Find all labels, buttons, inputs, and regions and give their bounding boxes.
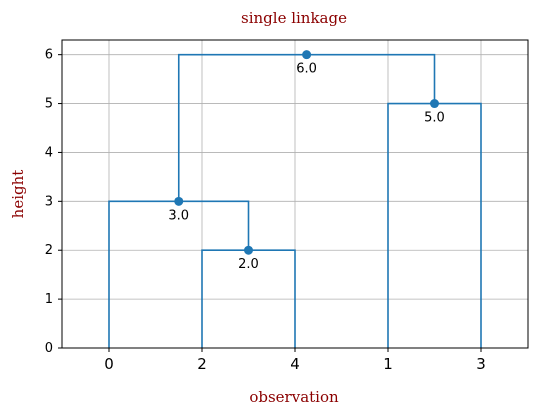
y-tick-label: 5 (45, 97, 53, 112)
merge-point (302, 50, 312, 60)
x-tick-label: 1 (383, 355, 393, 373)
merge-point (430, 99, 439, 109)
y-tick-label: 3 (45, 194, 53, 209)
chart-title: single linkage (241, 9, 347, 27)
y-tick-label: 1 (45, 292, 53, 307)
axis-ticks: 0 1 2 3 4 5 6 0 2 4 1 3 (45, 48, 486, 373)
y-tick-label: 2 (45, 243, 53, 258)
x-tick-label: 3 (476, 355, 486, 373)
x-tick-label: 4 (290, 355, 300, 373)
merge-nodes: 2.0 3.0 5.0 6.0 (168, 50, 445, 272)
y-tick-label: 0 (45, 341, 53, 356)
merge-height-label: 2.0 (238, 257, 259, 272)
plot-frame (61, 39, 529, 349)
merge-point (174, 196, 184, 206)
merge-height-label: 6.0 (296, 62, 317, 77)
x-tick-label: 2 (197, 355, 207, 373)
x-tick-label: 0 (104, 355, 114, 373)
merge-height-label: 3.0 (168, 208, 189, 223)
x-axis-label: observation (249, 388, 339, 406)
y-tick-label: 6 (45, 48, 53, 63)
merge-height-label: 5.0 (424, 111, 445, 126)
merge-point (244, 245, 253, 255)
y-tick-label: 4 (45, 145, 53, 160)
y-axis-label: height (9, 170, 27, 219)
dendrogram-link (387, 102, 482, 348)
